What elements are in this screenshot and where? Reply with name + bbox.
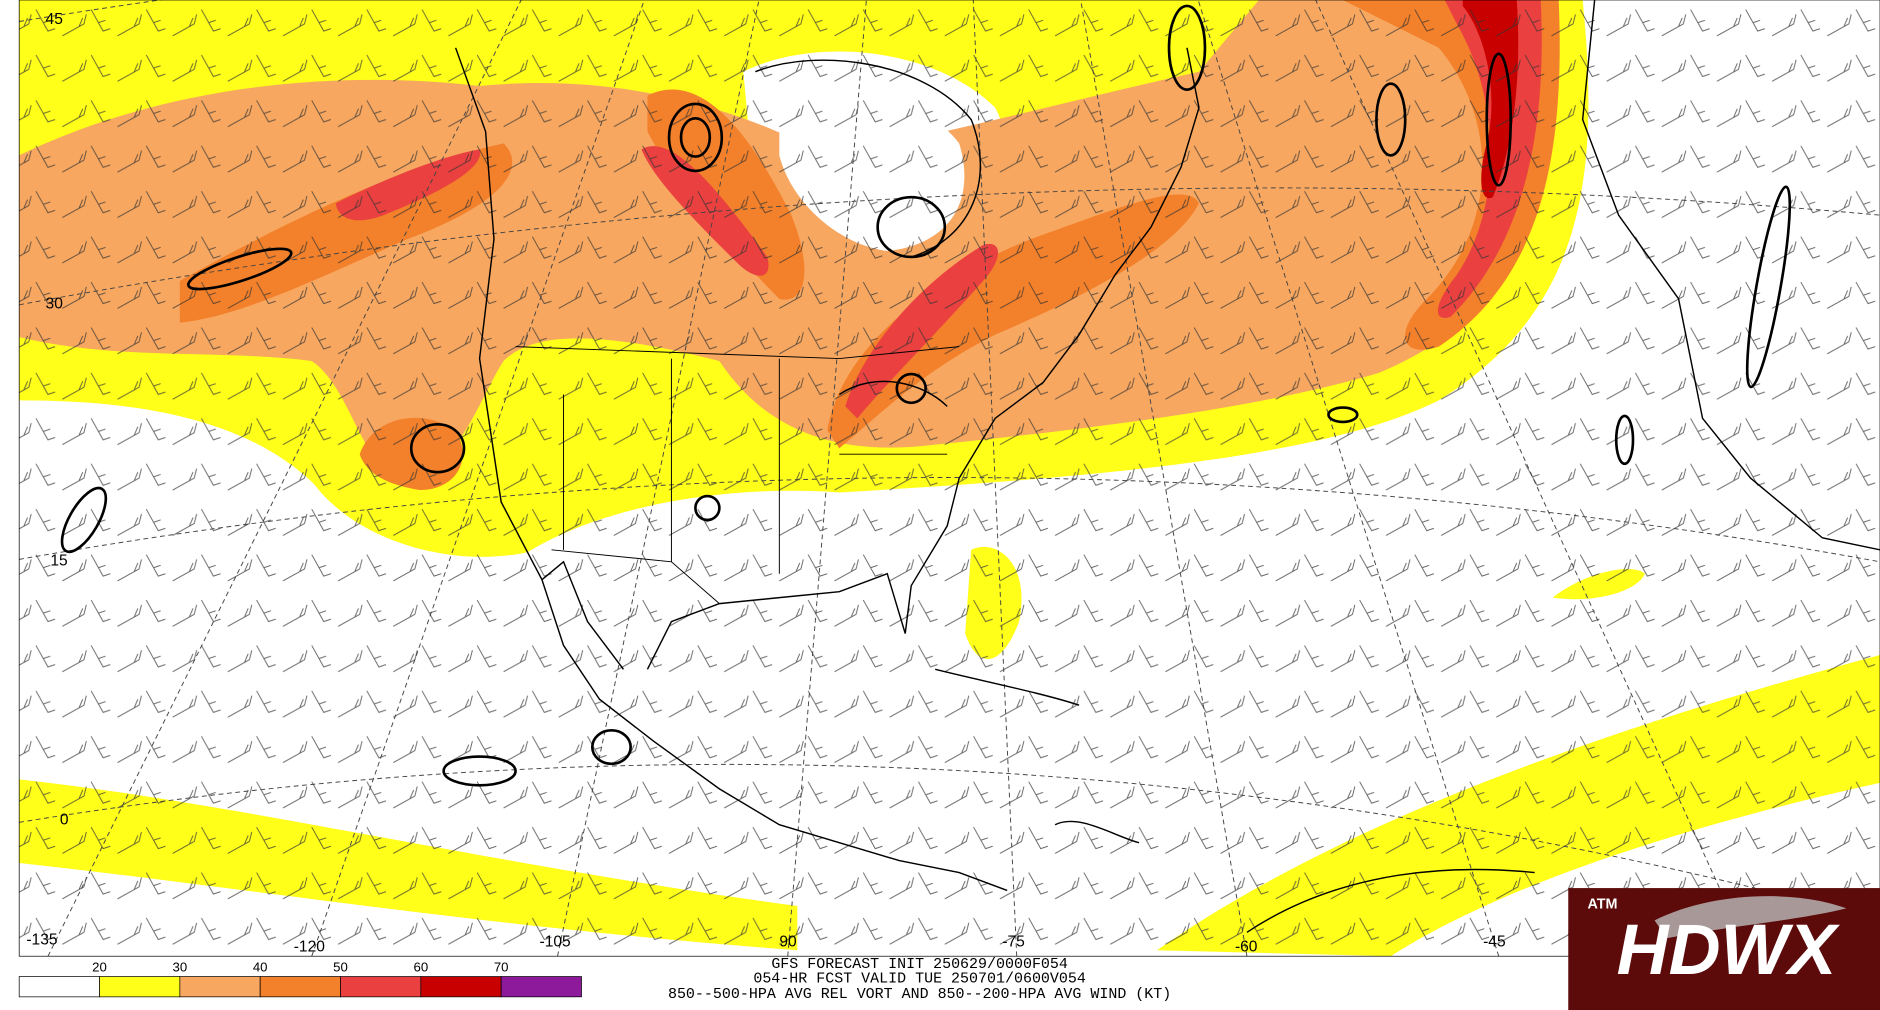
header-line: 850--500-HPA AVG REL VORT AND 850--200-H… (668, 987, 1171, 1003)
map-frame (18, 0, 1880, 957)
colorbar-swatch (18, 976, 100, 998)
colorbar: 20 30 40 50 60 70 (18, 960, 582, 998)
vorticity-contours (60, 4, 1792, 787)
map-area: 45 30 15 0 -135 -120 -105 90 -75 -60 -45 (19, 0, 1880, 957)
colorbar-swatch (420, 976, 502, 998)
lat-label: 0 (60, 812, 69, 829)
wind-barbs (19, 0, 1880, 957)
lon-label: 90 (779, 934, 797, 951)
lat-label: 45 (46, 11, 63, 28)
lon-label: -105 (540, 934, 571, 951)
header-line: 054-HR FCST VALID TUE 250701/0600V054 (753, 972, 1086, 988)
logo: ATM HDWX (1568, 888, 1880, 1010)
colorbar-swatch (99, 976, 181, 998)
colorbar-label: 70 (494, 960, 509, 975)
logo-seal: ATM (1587, 896, 1617, 912)
colorbar-swatch (500, 976, 582, 998)
colorbar-label: 50 (333, 960, 348, 975)
lon-label: -45 (1483, 934, 1506, 951)
coastline (1581, 0, 1880, 551)
latitude-line (19, 763, 1880, 921)
lon-label: -60 (1235, 938, 1258, 955)
colorbar-label: 60 (414, 960, 429, 975)
colorbar-swatch (340, 976, 422, 998)
borders (515, 346, 960, 604)
colorbar-label: 30 (173, 960, 188, 975)
lon-label: -135 (26, 931, 57, 948)
logo-text: HDWX (1617, 910, 1841, 990)
header-line: GFS FORECAST INIT 250629/0000F054 (771, 957, 1068, 973)
latitude-line (19, 477, 1880, 563)
longitude-lines (47, 0, 1751, 957)
colorbar-swatch (259, 976, 341, 998)
lat-label: 30 (46, 295, 64, 312)
lon-label: -75 (1002, 934, 1025, 951)
colorbar-label: 40 (253, 960, 268, 975)
colorbar-label: 20 (92, 960, 107, 975)
logo-swirl (1654, 896, 1847, 939)
lat-label: 15 (50, 552, 67, 569)
colorbar-swatch (179, 976, 261, 998)
coastline (454, 47, 1200, 892)
latitude-line (19, 187, 1880, 306)
lon-label: -120 (294, 938, 326, 955)
